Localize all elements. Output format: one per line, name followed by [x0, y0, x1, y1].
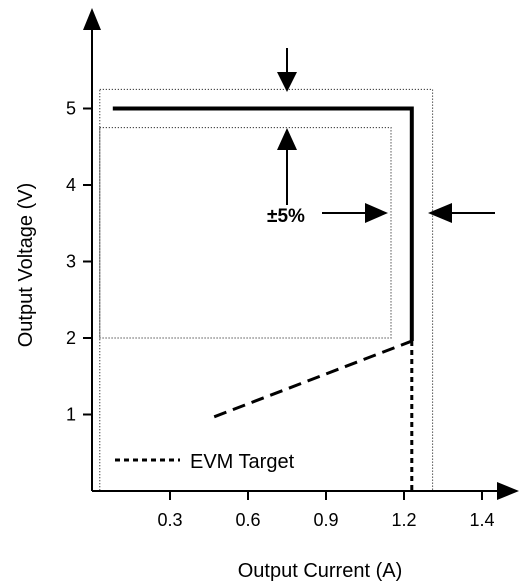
x-tick-label: 0.9: [313, 510, 338, 530]
tolerance-bands: [99, 88, 434, 492]
x-axis-arrow-icon: [497, 482, 519, 500]
y-tick-label: 3: [66, 252, 76, 272]
legend: EVM Target: [115, 451, 295, 473]
x-tick-label: 0.3: [157, 510, 182, 530]
series-lines: [112, 106, 414, 491]
series-line-2: [213, 339, 413, 419]
y-tick-label: 4: [66, 175, 76, 195]
series-line-1: [112, 106, 414, 342]
tolerance-arrows: [277, 48, 495, 223]
y-tick-label: 2: [66, 328, 76, 348]
tolerance-label: ±5%: [267, 206, 305, 227]
right-arrow-icon: [365, 203, 388, 223]
tolerance-band-2: [99, 127, 392, 339]
left-arrow-icon: [428, 203, 452, 223]
y-axis-arrow-icon: [83, 8, 101, 30]
x-axis-title: Output Current (A): [238, 560, 403, 582]
down-arrow-icon: [277, 72, 297, 92]
x-tick-label: 1.4: [469, 510, 494, 530]
y-tick-label: 5: [66, 99, 76, 119]
x-tick-label: 1.2: [391, 510, 416, 530]
ticks: 0.3 0.6 0.9 1.2 1.4 1 2 3 4 5: [66, 99, 495, 531]
axes: [83, 8, 519, 500]
y-axis-title: Output Voltage (V): [15, 183, 37, 348]
tolerance-band-1: [99, 88, 434, 492]
x-tick-label: 0.6: [235, 510, 260, 530]
y-tick-label: 1: [66, 405, 76, 425]
up-arrow-icon: [277, 128, 297, 150]
legend-label: EVM Target: [190, 451, 295, 473]
